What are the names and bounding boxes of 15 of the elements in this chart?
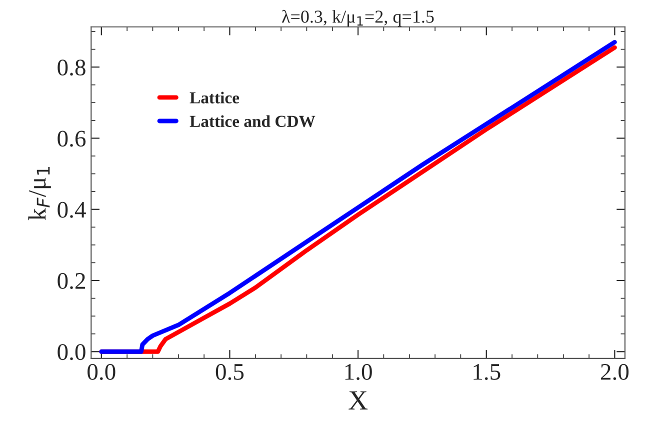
x-tick-label: 0.5: [216, 364, 244, 380]
chart-title: λ=0.3, k/μ$_{1}$=2, q=1.5: [282, 10, 434, 26]
x-tick-label: 1.5: [474, 364, 500, 380]
y-tick-label: 0.2: [58, 272, 85, 290]
x-tick-label: 1.0: [345, 364, 372, 380]
y-tick-label: 0.4: [58, 202, 86, 218]
y-tick-label: 0.6: [58, 130, 86, 147]
legend-label: Lattice: [190, 92, 240, 104]
x-tick-label: 0.0: [88, 364, 116, 380]
y-axis-title: k$_{F}$/μ$_{1}$: [28, 167, 51, 220]
legend-label: Lattice and CDW: [190, 115, 316, 128]
x-tick-label: 2.0: [600, 364, 629, 380]
y-tick-label: 0.0: [58, 344, 86, 360]
x-axis-title: X: [348, 391, 368, 410]
y-tick-label: 0.8: [58, 60, 86, 76]
